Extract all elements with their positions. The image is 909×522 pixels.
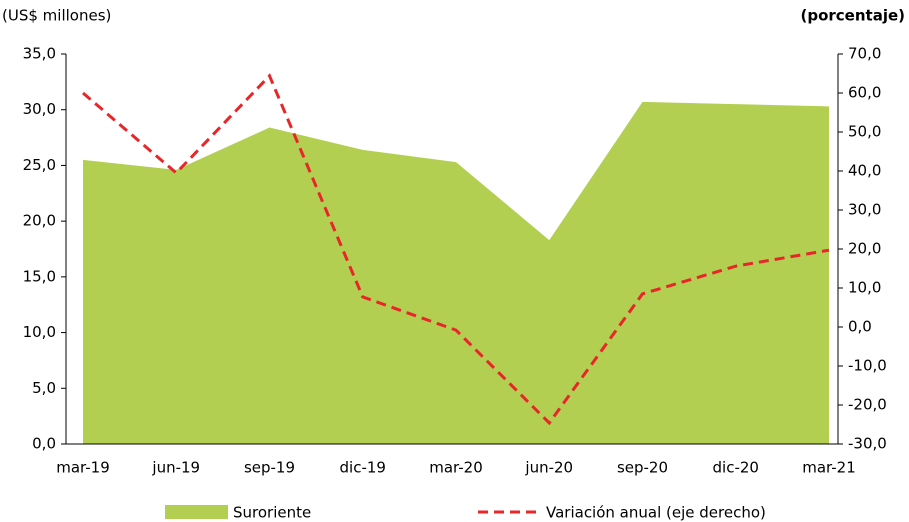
x-tick-label: mar-19 [56, 459, 110, 477]
y2-tick-label: 70,0 [848, 45, 881, 63]
y2-tick-label: 40,0 [848, 162, 881, 180]
y2-tick-label: -30,0 [848, 435, 887, 453]
y2-tick-label: 10,0 [848, 279, 881, 297]
x-tick-label: mar-20 [429, 459, 483, 477]
y-tick-label: 5,0 [32, 379, 56, 397]
x-tick-label: dic-19 [340, 459, 386, 477]
legend-label: Suroriente [233, 504, 311, 522]
y2-axis-title: (porcentaje) [800, 7, 905, 25]
y2-tick-label: 0,0 [848, 318, 872, 336]
y2-tick-label: 30,0 [848, 201, 881, 219]
area [83, 101, 829, 445]
x-tick-label: jun-20 [524, 459, 573, 477]
y-tick-label: 20,0 [23, 212, 56, 230]
y-tick-label: 25,0 [23, 156, 56, 174]
y-tick-label: 15,0 [23, 267, 56, 285]
y-tick-label: 30,0 [23, 100, 56, 118]
x-tick-label: dic-20 [713, 459, 759, 477]
legend-swatch [165, 505, 228, 519]
y2-tick-label: -10,0 [848, 357, 887, 375]
line [82, 73, 830, 426]
x-tick-label: mar-21 [802, 459, 856, 477]
y2-tick-label: 20,0 [848, 240, 881, 258]
legend-label: Variación anual (eje derecho) [546, 504, 766, 522]
y-tick-label: 35,0 [23, 45, 56, 63]
y-axis-title: (US$ millones) [2, 7, 111, 25]
y2-tick-label: 50,0 [848, 123, 881, 141]
x-tick-label: sep-20 [617, 459, 668, 477]
y2-tick-label: -20,0 [848, 396, 887, 414]
x-tick-label: jun-19 [151, 459, 200, 477]
y-tick-label: 0,0 [32, 435, 56, 453]
y2-tick-label: 60,0 [848, 84, 881, 102]
x-tick-label: sep-19 [244, 459, 295, 477]
y-tick-label: 10,0 [23, 323, 56, 341]
